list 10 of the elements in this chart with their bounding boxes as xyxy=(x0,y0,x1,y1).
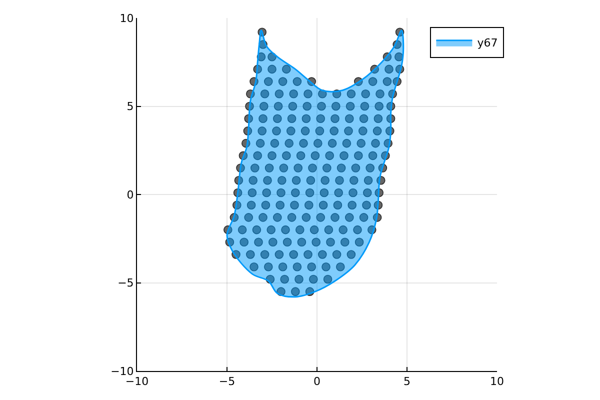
x-tick-label: −5 xyxy=(218,375,236,388)
legend-label: y67 xyxy=(477,36,498,50)
x-tick-label: 0 xyxy=(314,375,320,388)
x-tick-label: 5 xyxy=(404,375,410,388)
y-tick-label: 5 xyxy=(126,100,134,114)
y-tick-label: −5 xyxy=(118,276,134,290)
y-tick-label: −10 xyxy=(110,364,134,378)
x-tick-label: 10 xyxy=(490,375,504,388)
y-tick-label: 0 xyxy=(126,188,134,202)
y-tick-label: 10 xyxy=(120,12,134,25)
